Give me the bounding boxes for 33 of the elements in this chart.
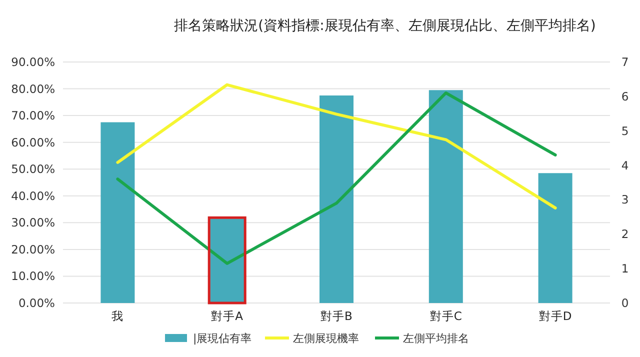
- y-tick-label: 50.00%: [11, 162, 56, 176]
- y2-tick-label: 5: [621, 124, 629, 138]
- y2-tick-label: 7: [621, 55, 629, 69]
- bar: [538, 173, 572, 303]
- line-series: [116, 91, 557, 265]
- chart-title: 排名策略狀況(資料指標:展現佔有率、左側展現佔比、左側平均排名): [174, 18, 596, 34]
- y-tick-label: 90.00%: [11, 55, 56, 69]
- y-tick-label: 10.00%: [11, 269, 56, 284]
- y-tick-label: 0.00%: [18, 296, 56, 310]
- y2-tick-label: 2: [621, 227, 629, 242]
- line-series: [116, 83, 557, 210]
- y2-tick-label: 4: [621, 158, 629, 172]
- x-tick-label: 我: [112, 309, 124, 323]
- y-tick-label: 40.00%: [11, 188, 56, 203]
- y2-tick-label: 0: [621, 296, 629, 310]
- bar: [100, 122, 135, 303]
- x-tick-label: 對手A: [211, 309, 244, 323]
- y2-tick-label: 1: [621, 262, 629, 276]
- legend-label: 左側展現機率: [293, 332, 359, 345]
- x-tick-label: 對手B: [320, 309, 353, 323]
- y2-tick-label: 3: [621, 192, 629, 207]
- y-tick-label: 60.00%: [11, 135, 56, 150]
- y-tick-label: 30.00%: [11, 216, 56, 230]
- x-tick-label: 對手C: [430, 309, 462, 323]
- legend-label: |展現佔有率: [193, 332, 252, 345]
- y-tick-label: 70.00%: [11, 108, 56, 123]
- x-tick-label: 對手D: [538, 309, 572, 323]
- y2-tick-label: 6: [621, 89, 629, 104]
- y-tick-label: 80.00%: [11, 82, 56, 96]
- legend-label: 左側平均排名: [403, 332, 469, 345]
- bar: [428, 90, 463, 303]
- bar: [320, 95, 354, 303]
- y-tick-label: 20.00%: [11, 242, 56, 256]
